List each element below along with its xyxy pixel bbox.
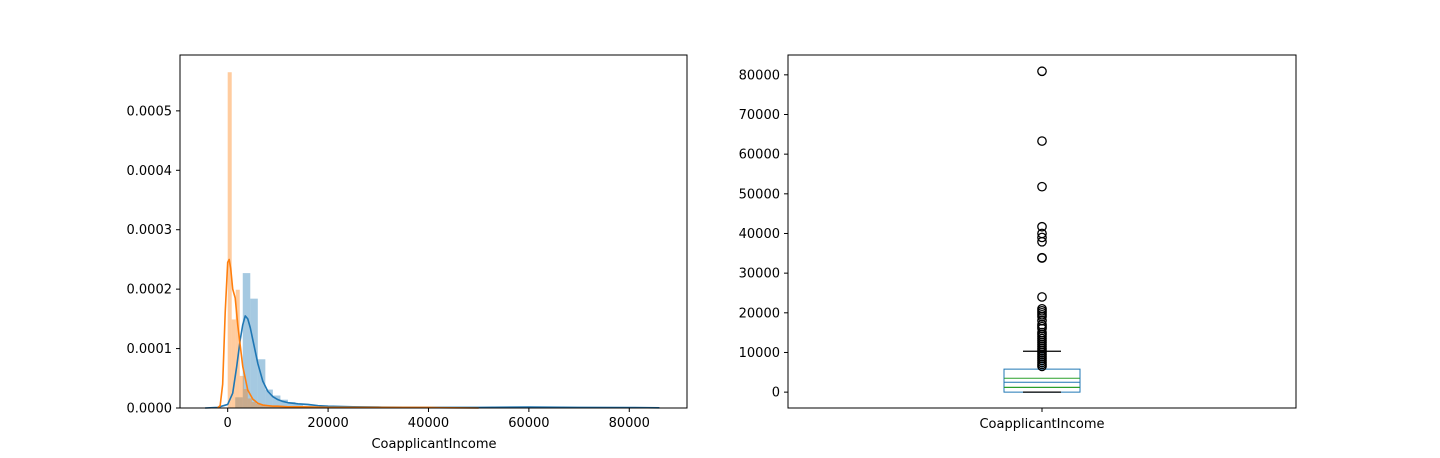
y-tick-label: 30000 [739,267,780,282]
kde-lines [205,258,660,409]
boxplot-outliers [1037,66,1047,372]
y-tick-label: 80000 [739,68,780,83]
outlier-point [1037,253,1047,263]
histogram-bar [231,319,236,408]
distplot-panel: 0 20000 40000 60000 80000 0.0000 0.0001 0.0002… [127,54,688,452]
histogram-bar [255,403,260,408]
kde-line [217,258,479,409]
y-tick-label: 50000 [739,187,780,202]
y-tick-label: 0.0005 [127,104,173,119]
y-tick-label: 40000 [739,227,780,242]
histogram-bar [295,403,303,408]
distplot-axes-border [179,54,688,409]
y-tick-label: 0.0001 [127,342,173,357]
histogram-bar [267,406,272,408]
outlier-point [1037,136,1047,146]
histogram-bar [257,359,266,408]
histogram-bar [272,395,281,408]
y-tick-label: 0.0004 [127,164,173,179]
histogram-bar [235,289,240,408]
distplot-y-ticks: 0.0000 0.0001 0.0002 0.0003 0.0004 0.0005 [127,104,180,417]
boxplot-x-tick-label: CoapplicantIncome [979,417,1104,432]
histogram-bar [280,399,288,408]
y-tick-label: 0.0000 [127,402,173,417]
x-tick-label: 0 [224,416,232,431]
y-tick-label: 0 [772,386,780,401]
histogram-bar [247,398,252,408]
outlier-point [1037,236,1047,247]
y-tick-label: 0.0002 [127,283,173,298]
distplot-x-axis-label: CoapplicantIncome [371,437,496,452]
outlier-point [1037,292,1047,302]
x-tick-label: 40000 [408,416,449,431]
y-tick-label: 70000 [739,108,780,123]
distplot-x-ticks: 0 20000 40000 60000 80000 [224,408,650,431]
x-tick-label: 80000 [609,416,650,431]
histogram-bar [227,72,232,408]
histogram-bar [242,273,251,408]
outlier-point [1037,221,1047,232]
histogram-bar [251,402,256,408]
boxplot-y-ticks: 0 10000 20000 30000 40000 50000 60000 70000 8000… [739,68,788,401]
histogram-bar [271,406,276,408]
histogram-bar [279,406,284,408]
histogram-bar [243,388,248,408]
histogram-bar [287,402,296,408]
y-tick-label: 10000 [739,346,780,361]
histogram-bars [227,72,635,408]
y-tick-label: 20000 [739,306,780,321]
outlier-point [1037,361,1047,372]
histogram-bar [235,397,243,408]
boxplot-panel: 0 10000 20000 30000 40000 50000 60000 70000 8000… [739,54,1297,432]
histogram-bar [265,389,273,408]
histogram-bar [263,405,268,408]
histogram-bar [239,375,244,408]
histogram-bar [275,406,280,408]
x-tick-label: 60000 [508,416,549,431]
distplot-axes-frame [180,55,687,408]
histogram-bar [259,405,264,408]
y-tick-label: 0.0003 [127,223,173,238]
x-tick-label: 20000 [307,416,348,431]
y-tick-label: 60000 [739,148,780,163]
outlier-point [1037,181,1047,192]
histogram-bar [250,298,258,408]
outlier-point [1037,66,1047,77]
outlier-point [1037,232,1047,243]
